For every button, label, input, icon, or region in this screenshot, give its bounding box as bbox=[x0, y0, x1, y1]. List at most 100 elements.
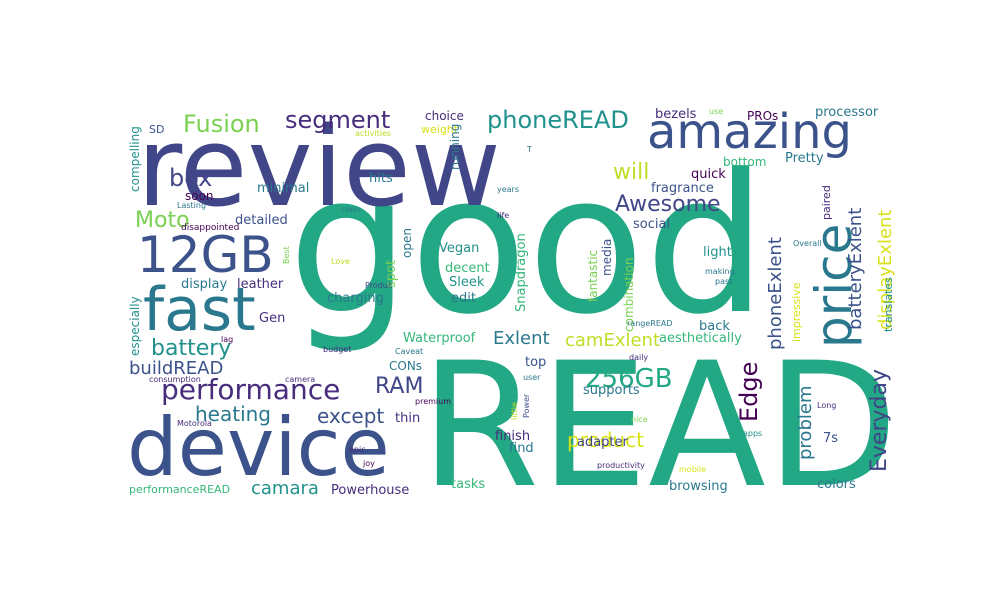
word-weight: weight bbox=[421, 123, 459, 136]
word-compelling: compelling bbox=[128, 126, 142, 192]
word-t: T bbox=[527, 145, 532, 154]
word-camara: camara bbox=[251, 478, 319, 499]
word-use: use bbox=[709, 107, 724, 116]
word-long: Long bbox=[817, 401, 837, 410]
word-review: review bbox=[137, 103, 501, 231]
word-waterproof: Waterproof bbox=[403, 331, 476, 346]
word-except: except bbox=[317, 404, 385, 428]
word-colors: colors bbox=[817, 477, 856, 492]
word-minimal: minimal bbox=[257, 181, 310, 196]
word-bottom: bottom bbox=[723, 155, 767, 169]
word-life: life bbox=[497, 211, 510, 220]
word-display: display bbox=[181, 277, 228, 292]
word-sd: SD bbox=[149, 123, 165, 136]
word-consumption: consumption bbox=[149, 375, 201, 384]
word-pretty: Pretty bbox=[785, 151, 824, 166]
word-quick: quick bbox=[691, 167, 726, 182]
word-charging: charging bbox=[327, 291, 384, 306]
word-impressive: impressive bbox=[790, 282, 803, 342]
word-back: back bbox=[699, 319, 730, 334]
word-moto: Moto bbox=[135, 208, 190, 233]
word-sleek: Sleek bbox=[449, 275, 485, 290]
word-making: making bbox=[705, 267, 735, 276]
word-little: little bbox=[510, 402, 519, 420]
word-produc: Produc bbox=[365, 281, 393, 290]
word-aesthetically: aesthetically bbox=[659, 331, 742, 346]
word-exlent: Exlent bbox=[493, 328, 550, 349]
word-segment: segment bbox=[285, 106, 391, 134]
word-social: social bbox=[633, 217, 671, 232]
word-performance: performance bbox=[161, 373, 341, 406]
word-buildread: buildREAD bbox=[129, 358, 224, 379]
word-top: top bbox=[525, 355, 547, 370]
word-daily: daily bbox=[629, 353, 649, 362]
word-disappointed: disappointed bbox=[181, 223, 240, 233]
word-phoneread: phoneREAD bbox=[487, 106, 629, 134]
word-nice: nice bbox=[631, 415, 648, 424]
word-fast: fast bbox=[143, 275, 256, 345]
word-snapdragon: Snapdragon bbox=[514, 233, 529, 312]
word-7s: 7s bbox=[823, 431, 839, 446]
word-awesome: Awesome bbox=[615, 192, 721, 217]
word-hits: hits bbox=[369, 171, 393, 186]
word-cloud: good READ review device amazing price fa… bbox=[125, 100, 900, 500]
word-gen: Gen bbox=[259, 311, 286, 326]
word-choice: choice bbox=[425, 109, 464, 123]
word-supports: supports bbox=[583, 383, 640, 398]
word-everyday: Everyday bbox=[867, 369, 892, 472]
word-12gb: 12GB bbox=[137, 226, 274, 284]
word-will: will bbox=[613, 160, 650, 185]
word-apps: apps bbox=[743, 429, 763, 438]
word-power: Power bbox=[522, 393, 531, 418]
word-best: Best bbox=[282, 246, 291, 264]
word-good: good bbox=[288, 134, 767, 357]
word-find: find bbox=[509, 441, 534, 456]
word-love: Love bbox=[331, 257, 350, 266]
word-light: light bbox=[703, 245, 732, 260]
word-adapter: adapter bbox=[577, 435, 628, 450]
word-user: user bbox=[523, 373, 541, 382]
word-running: running bbox=[448, 123, 462, 170]
word-productivity: productivity bbox=[597, 461, 645, 470]
word-fragrance: fragrance bbox=[651, 181, 714, 196]
word-media: media bbox=[600, 238, 614, 276]
word-heating: heating bbox=[195, 402, 272, 426]
word-motorola: Motorola bbox=[177, 419, 212, 428]
word-battery: battery bbox=[151, 336, 232, 361]
word-bezels: bezels bbox=[655, 107, 697, 122]
word-soon: soon bbox=[185, 189, 214, 203]
word-premium: premium bbox=[415, 397, 451, 406]
word-detailed: detailed bbox=[235, 213, 288, 228]
word-tasks: tasks bbox=[451, 477, 486, 492]
word-powerhouse: Powerhouse bbox=[331, 483, 410, 498]
word-thin: thin bbox=[395, 411, 421, 426]
word-cons: CONs bbox=[389, 359, 423, 373]
word-overall: Overall bbox=[793, 239, 822, 248]
word-camera: camera bbox=[285, 375, 316, 384]
word-edit: edit bbox=[451, 291, 476, 306]
word-batteryexlent: batteryExlent bbox=[845, 207, 866, 330]
word-fusion: Fusion bbox=[183, 110, 260, 138]
word-translates: translates bbox=[882, 277, 895, 332]
word-rangeread: rangeREAD bbox=[627, 319, 673, 328]
word-past: past bbox=[715, 277, 733, 286]
word-amazing: amazing bbox=[647, 104, 853, 160]
word-lasting: Lasting bbox=[177, 201, 207, 210]
word-camexlent: camExlent bbox=[565, 330, 661, 351]
word-box: box bbox=[169, 164, 213, 192]
word-read: READ bbox=[420, 325, 899, 501]
word-lag: lag bbox=[221, 335, 234, 344]
word-decent: decent bbox=[445, 261, 490, 276]
word-especially: especially bbox=[128, 296, 142, 356]
word-open: open bbox=[400, 228, 414, 258]
word-years: years bbox=[497, 185, 520, 194]
word-leather: leather bbox=[237, 277, 284, 292]
word-activities: activities bbox=[355, 129, 392, 138]
word-class: class bbox=[341, 205, 361, 214]
word-256gb: 256GB bbox=[585, 364, 673, 394]
word-paired: paired bbox=[820, 185, 833, 220]
word-caveat: Caveat bbox=[395, 347, 424, 356]
word-fantastic: fantastic bbox=[586, 249, 600, 302]
word-ram: RAM bbox=[375, 374, 424, 399]
word-pros: PROs bbox=[747, 109, 779, 123]
